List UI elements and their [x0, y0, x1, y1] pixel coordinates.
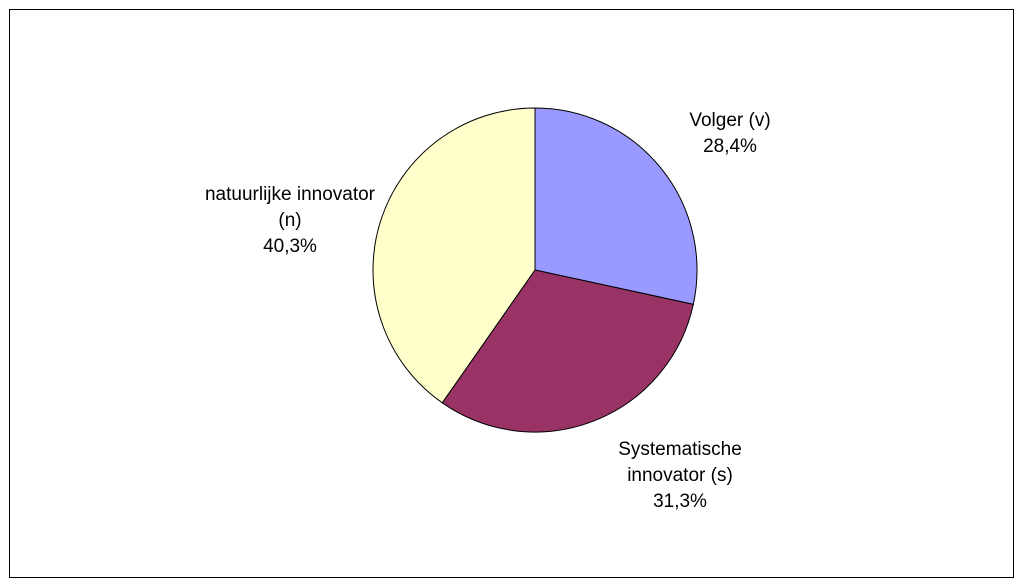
pie-slice	[372, 107, 536, 404]
category-label: natuurlijke innovator (n)	[204, 184, 376, 231]
category-label: Volger (v)	[689, 110, 771, 131]
pie-slice	[441, 269, 694, 433]
slice-label: natuurlijke innovator (n) 40,3%	[200, 182, 380, 260]
category-label: Systematische innovator (s)	[618, 439, 742, 486]
pie-slice	[534, 107, 698, 305]
value-label: 40,3%	[263, 236, 317, 257]
value-label: 28,4%	[703, 136, 757, 157]
slice-label: Volger (v) 28,4%	[640, 108, 820, 160]
value-label: 31,3%	[653, 491, 707, 512]
slice-label: Systematische innovator (s) 31,3%	[590, 437, 770, 515]
